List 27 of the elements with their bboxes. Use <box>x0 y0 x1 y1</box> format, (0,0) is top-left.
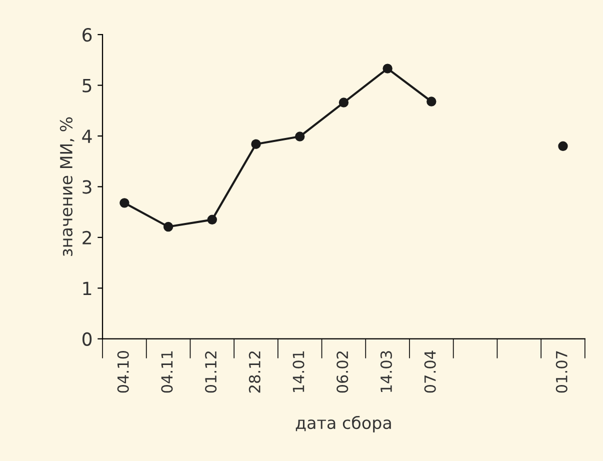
y-tick-label: 1 <box>83 282 92 295</box>
y-tick-label: 2 <box>82 230 91 244</box>
y-tick-label: 6 <box>82 28 92 42</box>
point <box>163 222 174 232</box>
point <box>558 141 568 151</box>
x-axis-title: дата сбора <box>296 416 391 432</box>
point <box>382 64 392 74</box>
x-tick-label: 14.03 <box>380 351 392 392</box>
point <box>294 132 305 142</box>
x-tick-label: 01.12 <box>205 351 217 393</box>
x-tick-label: 04.11 <box>161 351 173 393</box>
y-tick-label: 3 <box>82 180 92 194</box>
x-tick-label: 06.02 <box>336 351 348 393</box>
x-tick-label: 07.04 <box>424 350 436 393</box>
y-tick-label: 0 <box>82 332 92 346</box>
point <box>207 214 218 225</box>
x-tick-label: 01.07 <box>556 351 568 393</box>
point <box>120 198 130 208</box>
y-axis-title: значение МИ, % <box>60 117 74 256</box>
x-tick-label: 14.01 <box>292 351 304 392</box>
point <box>338 98 349 108</box>
x-tick-label: 28.12 <box>248 351 260 393</box>
x-tick-label: 04.10 <box>117 350 129 393</box>
y-tick-label: 4 <box>82 130 92 143</box>
point <box>426 96 436 106</box>
y-tick-label: 5 <box>82 78 92 92</box>
point <box>251 139 261 149</box>
